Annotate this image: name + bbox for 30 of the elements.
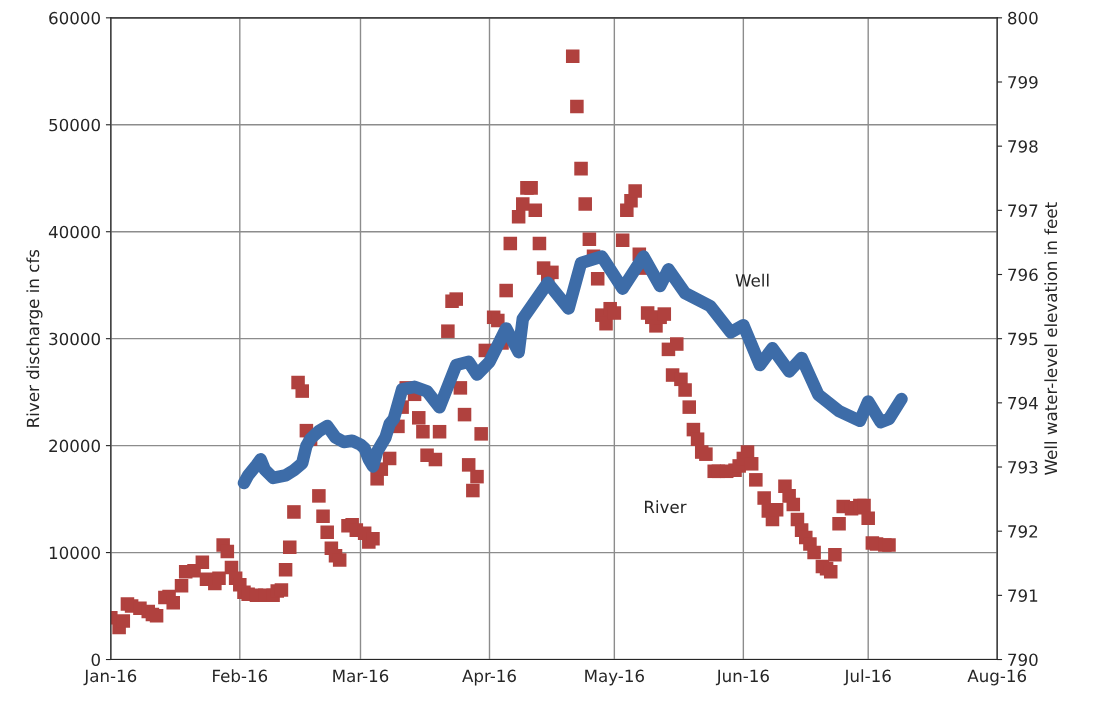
y2-tick-label: 800 [1008, 11, 1038, 25]
x-tick-label: May-16 [585, 669, 644, 686]
series-label: River [645, 500, 687, 514]
y-axis-title: River discharge in cfs [26, 249, 43, 427]
y-tick-label: 50000 [49, 118, 100, 132]
y2-tick-label: 798 [1008, 140, 1038, 153]
y-tick-label: 0 [91, 653, 100, 667]
y-tick-label: 10000 [49, 546, 100, 560]
y-tick-label: 40000 [48, 225, 100, 239]
x-tick-label: Jan-16 [83, 669, 137, 686]
y-tick-label: 30000 [49, 332, 100, 346]
y-tick-label: 60000 [49, 11, 100, 25]
x-tick-label: Jun-16 [715, 669, 769, 686]
y2-axis-title: Well water-level elevation in feet [1044, 202, 1058, 475]
y2-tick-label: 794 [1008, 396, 1038, 410]
x-tick-label: Feb-16 [213, 669, 268, 683]
y2-tick-label: 799 [1008, 75, 1038, 89]
y2-tick-label: 793 [1008, 460, 1038, 474]
y2-tick-label: 797 [1008, 204, 1038, 217]
x-tick-label: Aug-16 [967, 669, 1027, 686]
x-tick-label: Mar-16 [333, 669, 389, 683]
series-label: Well [735, 273, 769, 287]
y2-tick-label: 792 [1008, 525, 1038, 538]
x-tick-label: Jul-16 [843, 669, 891, 686]
y2-tick-label: 790 [1008, 653, 1038, 667]
x-tick-label: Apr-16 [462, 669, 516, 686]
y2-tick-label: 796 [1008, 268, 1038, 282]
y2-tick-label: 795 [1008, 332, 1038, 346]
y2-tick-label: 791 [1008, 589, 1038, 602]
y-tick-label: 20000 [49, 439, 100, 453]
